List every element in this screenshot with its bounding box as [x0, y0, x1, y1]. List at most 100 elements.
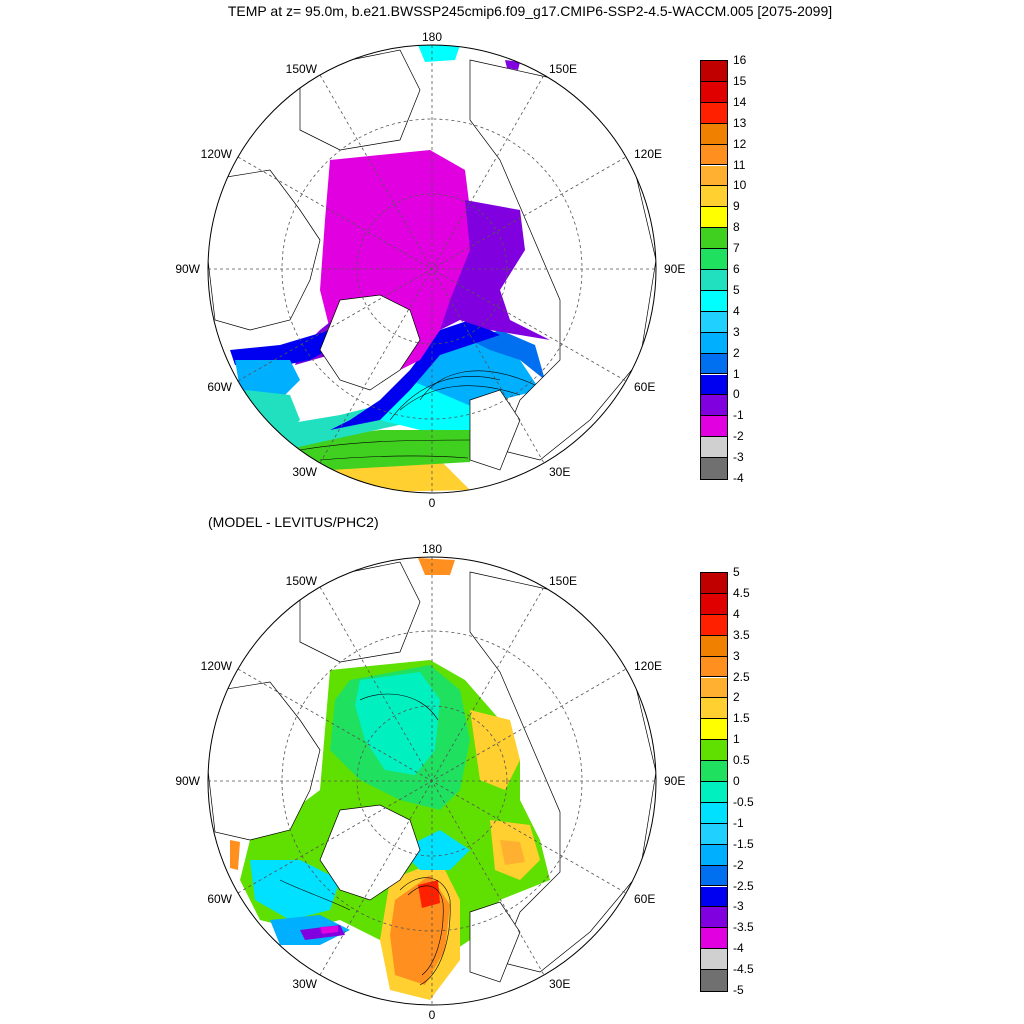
colorbar-label: 2 — [733, 690, 740, 705]
eurasian-basin-purple — [440, 200, 550, 340]
lon-label-150e: 150E — [549, 62, 577, 76]
front-dark-blue-band — [330, 320, 500, 430]
lon-label-90w: 90W — [175, 262, 200, 276]
contour-line — [419, 370, 536, 401]
colorbar-swatch — [701, 61, 727, 82]
greenland-sea-cyan — [400, 830, 470, 870]
baffin-orange — [230, 840, 240, 870]
temperature-fields — [208, 45, 656, 493]
colorbar-label: -2 — [733, 429, 744, 444]
greenland-land — [319, 804, 421, 901]
alaska-land — [299, 561, 421, 663]
colorbar-label: 4 — [733, 606, 740, 621]
colorbar-swatch — [701, 907, 727, 929]
colorbar-swatch — [701, 719, 727, 741]
colorbar-swatch — [701, 144, 727, 166]
colorbar-swatch — [701, 123, 727, 145]
colorbar-label: -3 — [733, 899, 744, 914]
colorbar-label: 10 — [733, 178, 747, 193]
colorbar-label: 5 — [733, 565, 740, 579]
colorbar-label: 4 — [733, 303, 740, 318]
difference-fields — [208, 558, 656, 1000]
colorbar-label: 6 — [733, 262, 740, 276]
lon-label-30w: 30W — [292, 465, 317, 479]
lon-label-150w: 150W — [286, 574, 318, 588]
figure-title: TEMP at z= 95.0m, b.e21.BWSSP245cmip6.f0… — [227, 3, 833, 19]
alaska-land — [299, 49, 421, 151]
colorbar-swatch — [701, 165, 727, 187]
scandinavia-land — [469, 901, 521, 983]
colorbar-swatch — [701, 970, 727, 991]
contour-line — [399, 385, 521, 411]
graticule — [208, 45, 656, 493]
colorbar-label: 2 — [733, 345, 740, 360]
colorbar-box — [700, 572, 728, 992]
colorbar-label: -5 — [733, 983, 744, 997]
colorbar-swatch — [701, 949, 727, 971]
colorbar-label: 4.5 — [733, 585, 750, 600]
colorbar-swatch — [701, 186, 727, 208]
colorbar-swatch — [701, 270, 727, 291]
baffin-teal-region — [245, 390, 300, 440]
colorbar-swatch — [701, 458, 727, 479]
lon-label-30w: 30W — [292, 977, 317, 991]
map-boundary — [207, 44, 657, 494]
lon-label-90e: 90E — [664, 774, 685, 788]
colorbar-label: -3 — [733, 450, 744, 465]
map-boundary — [207, 556, 657, 1006]
contour-line — [359, 693, 439, 721]
colorbar-swatch — [701, 740, 727, 762]
colorbar-label: -1 — [733, 815, 744, 830]
colorbar-label: -4 — [733, 471, 744, 485]
scandinavia-land — [469, 389, 521, 471]
colorbar-label: 3 — [733, 648, 740, 663]
lon-label-0: 0 — [429, 496, 436, 510]
lon-label-180: 180 — [422, 542, 442, 556]
colorbar-swatch — [701, 290, 727, 312]
lon-label-30e: 30E — [549, 465, 570, 479]
graticule — [208, 557, 656, 1005]
eurasian-yellow — [470, 710, 520, 790]
colorbar-label: 13 — [733, 115, 747, 130]
colorbar-label: -1 — [733, 408, 744, 423]
north-america-land — [208, 169, 321, 331]
colorbar-swatch — [701, 823, 727, 845]
colorbar-label: 3.5 — [733, 627, 750, 642]
lon-label-30e: 30E — [549, 977, 570, 991]
colorbar-swatch — [701, 353, 727, 375]
colorbar-swatch — [701, 886, 727, 908]
colorbar-swatch — [701, 437, 727, 459]
contour-line — [319, 455, 469, 461]
atlantic-teal-region — [280, 400, 470, 450]
bering-cyan — [418, 45, 460, 62]
colorbar-swatch — [701, 416, 727, 438]
okhotsk-purple — [505, 60, 520, 70]
colorbar-label: 1 — [733, 732, 740, 747]
labrador-cyan — [250, 860, 340, 920]
lon-label-0: 0 — [429, 1008, 436, 1022]
lon-label-120w: 120W — [201, 147, 233, 161]
contour-line — [389, 376, 501, 421]
colorbar-label: 0.5 — [733, 753, 750, 768]
colorbar-swatch — [701, 802, 727, 824]
lon-label-60e: 60E — [634, 380, 655, 394]
contour-line — [279, 879, 351, 911]
colorbar-label: -2 — [733, 857, 744, 872]
colorbar-swatch — [701, 761, 727, 782]
colorbar-label: -1.5 — [733, 836, 754, 851]
colorbar-swatch — [701, 81, 727, 103]
greenland-land — [319, 294, 421, 391]
lon-label-60w: 60W — [207, 892, 232, 906]
barents-orange — [500, 840, 525, 865]
difference-panel-title: (MODEL - LEVITUS/PHC2) — [208, 514, 379, 530]
colorbar-label: 0 — [733, 387, 740, 402]
lon-label-90e: 90E — [664, 262, 685, 276]
colorbar-swatch — [701, 395, 727, 417]
colorbar-swatch — [701, 656, 727, 678]
lon-label-60e: 60E — [634, 892, 655, 906]
colorbar-box — [700, 60, 728, 480]
lon-label-90w: 90W — [175, 774, 200, 788]
colorbar-swatch — [701, 677, 727, 699]
colorbar-swatch — [701, 249, 727, 270]
